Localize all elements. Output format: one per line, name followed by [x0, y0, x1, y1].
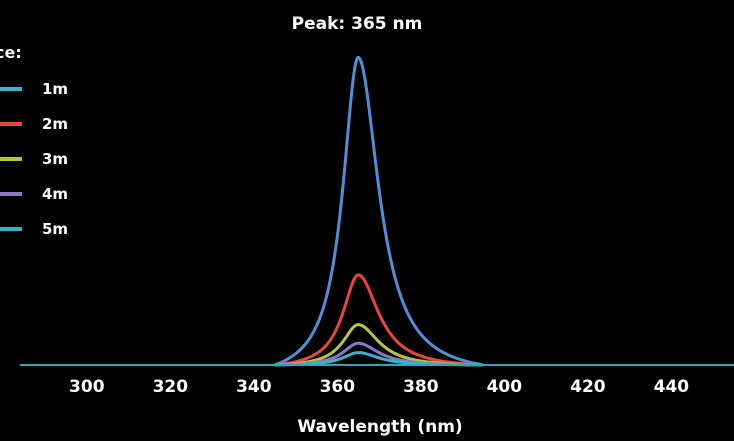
- legend: 1m 2m 3m 4m 5m: [0, 80, 68, 238]
- x-tick-label: 320: [153, 377, 189, 397]
- chart-title: Peak: 365 nm: [292, 14, 423, 34]
- x-tick-label: 360: [320, 377, 356, 397]
- x-tick-labels: 300 320 340 360 380 400 420 440: [69, 377, 689, 397]
- series-layer: [274, 55, 484, 367]
- x-tick-label: 300: [69, 377, 105, 397]
- x-tick-label: 380: [403, 377, 439, 397]
- x-tick-label: 340: [236, 377, 272, 397]
- legend-label-3m: 3m: [42, 150, 68, 168]
- legend-label-2m: 2m: [42, 115, 68, 133]
- x-tick-label: 440: [654, 377, 690, 397]
- x-axis-label: Wavelength (nm): [297, 417, 462, 437]
- legend-label-5m: 5m: [42, 220, 68, 238]
- x-tick-label: 400: [487, 377, 523, 397]
- legend-label-1m: 1m: [42, 80, 68, 98]
- legend-label-4m: 4m: [42, 185, 68, 203]
- series-line-2m: [274, 273, 484, 367]
- series-line-1m: [274, 55, 484, 367]
- legend-title: ce:: [0, 43, 22, 62]
- x-tick-label: 420: [570, 377, 606, 397]
